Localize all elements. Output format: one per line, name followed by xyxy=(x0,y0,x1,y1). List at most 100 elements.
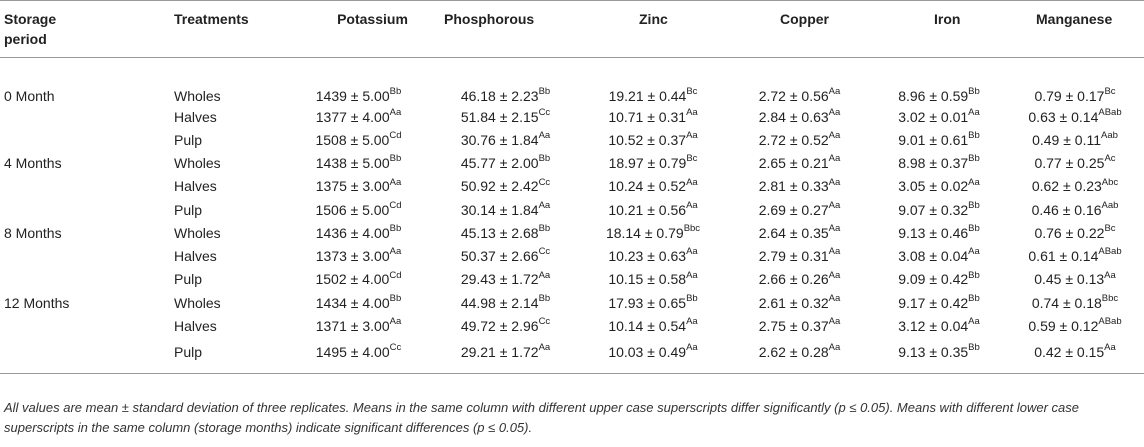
copper-superscript: Aa xyxy=(828,86,841,98)
zinc-superscript: Aa xyxy=(686,269,698,281)
zinc-value: 18.14 ± 0.79 xyxy=(605,224,684,241)
phosphorous-value: 49.72 ± 2.96 xyxy=(460,317,539,334)
manganese-superscript: Bbc xyxy=(1101,292,1119,304)
iron-value: 3.08 ± 0.04 xyxy=(898,248,969,265)
storage-period-cell xyxy=(0,314,174,337)
potassium-cell: 1438 ± 5.00Bb xyxy=(285,152,432,175)
potassium-superscript: Cd xyxy=(389,269,402,281)
phosphorous-value: 29.43 ± 1.72 xyxy=(460,271,539,288)
phosphorous-value: 46.18 ± 2.23 xyxy=(460,88,539,104)
iron-superscript: Bb xyxy=(968,223,980,235)
phosphorous-value: 45.13 ± 2.68 xyxy=(460,224,539,241)
iron-superscript: Bb xyxy=(968,342,980,354)
copper-superscript: Aa xyxy=(828,246,841,258)
iron-superscript: Bb xyxy=(968,292,980,304)
table-header: Storage period Treatments Potassium Phos… xyxy=(0,0,1144,58)
iron-value: 9.13 ± 0.35 xyxy=(898,344,969,360)
phosphorous-cell: 30.14 ± 1.84Aa xyxy=(432,198,579,221)
manganese-superscript: Aab xyxy=(1101,130,1118,142)
potassium-superscript: Cd xyxy=(389,130,402,142)
header-phosphorous: Phosphorous xyxy=(432,0,579,58)
manganese-superscript: Bc xyxy=(1104,86,1116,98)
phosphorous-value: 50.37 ± 2.66 xyxy=(460,248,539,265)
copper-superscript: Aa xyxy=(828,316,841,328)
zinc-value: 19.21 ± 0.44 xyxy=(608,88,687,104)
iron-cell: 3.12 ± 0.04Aa xyxy=(872,314,1006,337)
potassium-cell: 1508 ± 5.00Cd xyxy=(285,128,432,151)
manganese-cell: 0.79 ± 0.17Bc xyxy=(1006,58,1144,106)
manganese-cell: 0.46 ± 0.16Aab xyxy=(1006,198,1144,221)
potassium-value: 1371 ± 3.00 xyxy=(315,317,390,334)
phosphorous-superscript: Aa xyxy=(538,342,551,354)
iron-superscript: Bb xyxy=(968,153,980,165)
potassium-cell: 1373 ± 3.00Aa xyxy=(285,245,432,268)
copper-superscript: Aa xyxy=(828,130,841,142)
zinc-cell: 10.23 ± 0.63Aa xyxy=(579,245,727,268)
manganese-value: 0.49 ± 0.11 xyxy=(1032,131,1101,148)
manganese-value: 0.76 ± 0.22 xyxy=(1034,224,1105,241)
copper-value: 2.62 ± 0.28 xyxy=(758,344,829,360)
zinc-value: 17.93 ± 0.65 xyxy=(608,294,687,311)
manganese-cell: 0.49 ± 0.11Aab xyxy=(1006,128,1144,151)
iron-superscript: Aa xyxy=(968,246,980,258)
potassium-value: 1375 ± 3.00 xyxy=(315,178,390,195)
phosphorous-value: 30.14 ± 1.84 xyxy=(460,201,539,218)
treatment-cell: Wholes xyxy=(174,88,221,104)
zinc-value: 18.97 ± 0.79 xyxy=(608,155,687,172)
potassium-cell: 1495 ± 4.00Cc xyxy=(285,337,432,374)
zinc-value: 10.71 ± 0.31 xyxy=(608,108,687,125)
manganese-value: 0.79 ± 0.17 xyxy=(1034,88,1105,104)
zinc-value: 10.24 ± 0.52 xyxy=(608,178,687,195)
copper-cell: 2.79 ± 0.31Aa xyxy=(727,245,872,268)
phosphorous-value: 44.98 ± 2.14 xyxy=(460,294,539,311)
manganese-value: 0.45 ± 0.13 xyxy=(1034,271,1105,288)
manganese-value: 0.46 ± 0.16 xyxy=(1031,201,1102,218)
potassium-cell: 1439 ± 5.00Bb xyxy=(285,58,432,106)
iron-superscript: Bb xyxy=(968,130,980,142)
zinc-cell: 10.15 ± 0.58Aa xyxy=(579,268,727,291)
iron-cell: 8.98 ± 0.37Bb xyxy=(872,152,1006,175)
manganese-cell: 0.63 ± 0.14ABab xyxy=(1006,105,1144,128)
manganese-cell: 0.45 ± 0.13Aa xyxy=(1006,268,1144,291)
treatment-cell: Halves xyxy=(174,317,217,334)
potassium-value: 1377 ± 4.00 xyxy=(315,108,390,125)
iron-value: 3.05 ± 0.02 xyxy=(898,178,969,195)
iron-value: 3.12 ± 0.04 xyxy=(898,317,969,334)
copper-value: 2.72 ± 0.56 xyxy=(758,88,829,104)
storage-period-cell xyxy=(0,128,174,151)
treatment-cell: Halves xyxy=(174,108,217,125)
iron-value: 8.96 ± 0.59 xyxy=(898,88,969,104)
potassium-value: 1502 ± 4.00 xyxy=(315,271,390,288)
copper-superscript: Aa xyxy=(828,269,841,281)
zinc-superscript: Aa xyxy=(686,342,698,354)
zinc-cell: 10.14 ± 0.54Aa xyxy=(579,314,727,337)
iron-value: 9.13 ± 0.46 xyxy=(898,224,969,241)
table-row: Pulp 1495 ± 4.00Cc 29.21 ± 1.72Aa 10.03 ± 0… xyxy=(0,337,1144,374)
copper-cell: 2.61 ± 0.32Aa xyxy=(727,291,872,314)
manganese-cell: 0.76 ± 0.22Bc xyxy=(1006,221,1144,244)
potassium-value: 1436 ± 4.00 xyxy=(315,224,390,241)
phosphorous-cell: 50.92 ± 2.42Cc xyxy=(432,175,579,198)
zinc-superscript: Aa xyxy=(686,130,698,142)
manganese-value: 0.61 ± 0.14 xyxy=(1028,248,1099,265)
table-row: Halves 1371 ± 3.00Aa 49.72 ± 2.96Cc 10.14 ±… xyxy=(0,314,1144,337)
header-manganese: Manganese xyxy=(1006,0,1144,58)
potassium-value: 1506 ± 5.00 xyxy=(315,201,390,218)
potassium-cell: 1371 ± 3.00Aa xyxy=(285,314,432,337)
manganese-superscript: Aa xyxy=(1104,269,1116,281)
manganese-value: 0.63 ± 0.14 xyxy=(1028,108,1099,125)
table-row: Pulp 1506 ± 5.00Cd 30.14 ± 1.84Aa 10.21 ± 0… xyxy=(0,198,1144,221)
potassium-cell: 1375 ± 3.00Aa xyxy=(285,175,432,198)
phosphorous-value: 29.21 ± 1.72 xyxy=(460,344,539,360)
copper-superscript: Aa xyxy=(828,342,841,354)
zinc-cell: 10.24 ± 0.52Aa xyxy=(579,175,727,198)
copper-cell: 2.69 ± 0.27Aa xyxy=(727,198,872,221)
copper-cell: 2.64 ± 0.35Aa xyxy=(727,221,872,244)
zinc-superscript: Aa xyxy=(686,316,698,328)
phosphorous-cell: 30.76 ± 1.84Aa xyxy=(432,128,579,151)
zinc-cell: 10.52 ± 0.37Aa xyxy=(579,128,727,151)
phosphorous-value: 51.84 ± 2.15 xyxy=(460,108,539,125)
copper-superscript: Aa xyxy=(828,199,841,211)
potassium-superscript: Cc xyxy=(389,342,402,354)
storage-period-cell: 12 Months xyxy=(4,294,70,311)
